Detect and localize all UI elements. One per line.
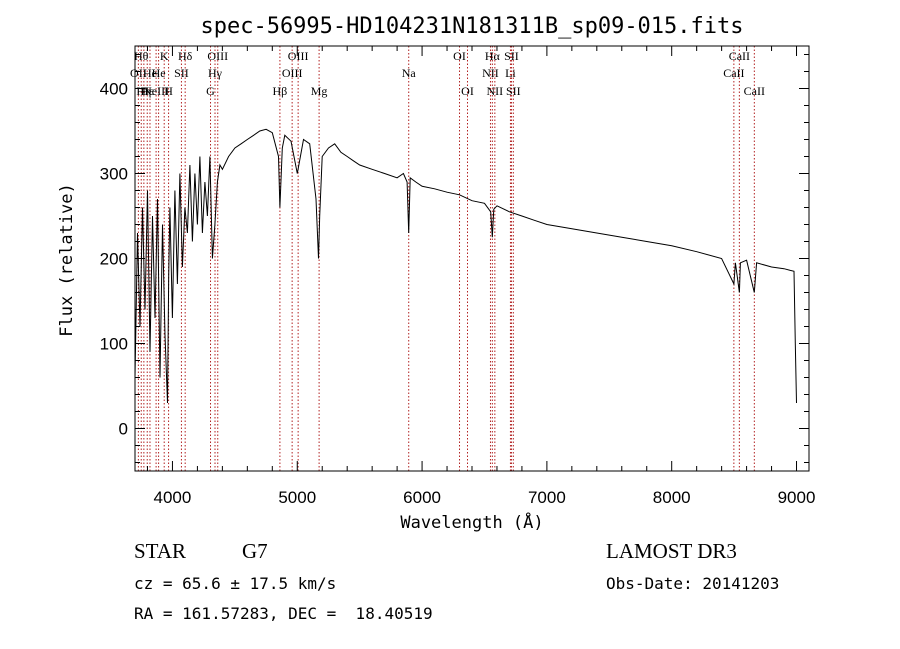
observation-date: Obs-Date: 20141203 [606,574,780,593]
line-marker-label: He [143,66,157,80]
line-marker-label: Hε [140,84,154,98]
x-tick-label: 4000 [154,488,192,507]
y-tick-label: 200 [100,250,128,269]
x-axis-ticks: 4000 5000 6000 7000 8000 9000 [146,46,816,507]
line-marker-labels: OIIHθHηHεHeNeIIIHeKHSIIHδGHγOIIIHβOIIIOI… [130,49,765,98]
y-tick-label: 300 [100,165,128,184]
line-marker-label: OI [461,84,474,98]
chart-title: spec-56995-HD104231N181311B_sp09-015.fit… [200,14,743,39]
y-axis-ticks: 0 100 200 300 400 [100,54,809,463]
line-marker-label: Li [505,66,516,80]
x-tick-label: 5000 [278,488,316,507]
y-axis-label: Flux (relative) [57,183,77,337]
line-marker-label: CaII [723,66,744,80]
line-marker-label: Hδ [178,49,193,63]
y-tick-label: 0 [119,420,128,439]
line-marker-label: Na [402,66,417,80]
line-marker-label: Hη [136,84,151,98]
y-tick-label: 400 [100,80,128,99]
line-marker-label: K [160,49,169,63]
survey-release: LAMOST DR3 [606,539,737,563]
line-marker-label: CaII [744,84,765,98]
redshift-velocity: cz = 65.6 ± 17.5 km/s [134,574,337,593]
x-axis-label: Wavelength (Å) [400,511,543,533]
line-marker-label: CaII [729,49,750,63]
line-marker-label: NII [487,84,504,98]
line-marker-label: NII [482,66,499,80]
line-marker-label: SII [506,84,521,98]
x-tick-label: 8000 [653,488,691,507]
line-marker-label: OIII [282,66,303,80]
line-marker-label: Hγ [208,66,223,80]
line-marker-label: OIII [288,49,309,63]
line-marker-label: Hβ [273,84,288,98]
line-markers [137,46,755,471]
x-tick-label: 6000 [403,488,441,507]
coordinates: RA = 161.57283, DEC = 18.40519 [134,604,433,623]
line-marker-label: OII [130,66,147,80]
line-marker-label: Hθ [134,49,149,63]
y-tick-label: 100 [100,335,128,354]
line-marker-label: OI [453,49,466,63]
object-class: STAR [134,539,186,563]
x-tick-label: 9000 [778,488,816,507]
line-marker-label: SII [174,66,189,80]
line-marker-label: G [206,84,215,98]
subclass: G7 [242,539,268,563]
line-marker-label: SII [504,49,519,63]
line-marker-label: NeIII [143,84,169,98]
plot-frame [134,45,810,472]
line-marker-label: He [152,66,166,80]
line-marker-label: Hα [485,49,501,63]
x-tick-label: 7000 [528,488,566,507]
line-marker-label: H [164,84,173,98]
line-marker-label: Mg [311,84,328,98]
line-marker-label: OIII [207,49,228,63]
spectrum-line [134,128,797,404]
